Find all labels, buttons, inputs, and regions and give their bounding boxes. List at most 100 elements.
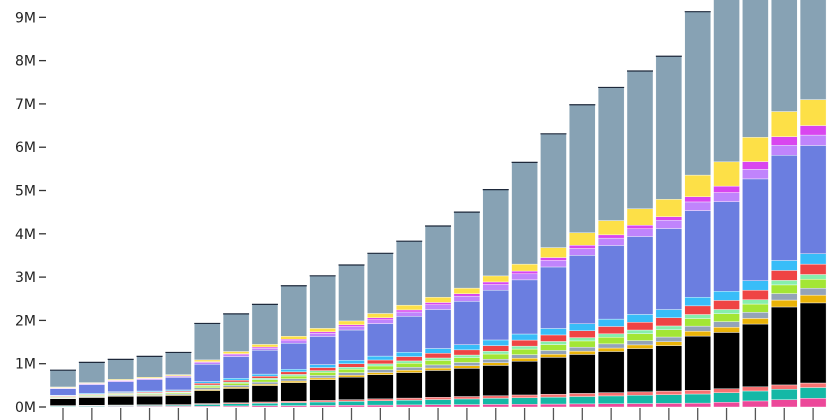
bar-segment-s15 [684,11,711,176]
bar-segment-s14 [424,297,452,303]
bar-segment-s13 [597,234,625,239]
bar-segment-s11 [78,384,106,394]
bar-segment-s12 [771,145,798,156]
bar-segment-s13 [424,302,452,305]
bar-segment-s5 [511,358,538,362]
bar-segment-s2 [222,403,250,407]
bar-segment-s1 [482,404,509,408]
bar-segment-s9 [684,305,711,315]
bar-segment-s8 [713,309,740,314]
bar-segment-s11 [338,329,365,361]
bar-segment-s9 [396,356,423,362]
bar-segment-s5 [569,350,596,355]
bar-segment-s14 [338,320,365,326]
bar-segment-s10 [626,314,654,323]
bar-segment-s11 [540,266,567,329]
bar-segment-s3 [771,384,798,390]
bar-segment-s11 [597,245,625,320]
bar-segment-s3 [569,393,596,397]
bar-segment-s10 [482,339,509,346]
bar-segment-s9 [742,289,769,300]
bar-stack [309,275,336,408]
bar-segment-s14 [396,304,423,311]
bar-segment-s3 [713,388,740,393]
bar-segment-s6 [684,325,711,332]
bar-segment-s10 [655,309,683,318]
bar-segment-s10 [424,348,452,354]
bar-segment-s8 [569,337,596,342]
bar-stack [338,264,365,408]
bar-segment-s12 [626,228,654,237]
bar-stack [367,252,394,408]
bar-segment-s4 [78,397,106,406]
x-axis [62,408,814,420]
bar-segment-s15 [136,356,163,378]
y-tick-label: 9M [15,10,36,26]
bar-segment-s9 [280,371,307,375]
bar-segment-s11 [49,388,77,396]
bar-segment-s7 [742,303,769,313]
bar-segment-s4 [482,365,509,396]
bar-segment-s15 [742,0,769,138]
bar-stack [482,189,509,408]
bar-segment-s5 [396,370,423,373]
bar-segment-s12 [655,220,683,229]
bar-segment-s15 [424,225,452,298]
bar-segment-s15 [251,304,279,345]
bar-segment-s1 [684,402,711,408]
bar-segment-s14 [194,359,221,362]
bar-segment-s14 [453,287,481,294]
bar-segment-s13 [569,245,596,249]
bar-stack [194,322,221,408]
bar-segment-s4 [424,370,452,398]
bar-segment-s15 [194,323,221,361]
bar-segment-s12 [799,134,827,146]
bar-stack [771,0,798,408]
bar-segment-s4 [396,372,423,399]
bar-segment-s15 [655,56,683,200]
bar-segment-s10 [222,378,250,381]
bar-segment-s5 [684,331,711,337]
bar-segment-s9 [367,359,394,365]
bar-segment-s4 [338,376,365,400]
bar-segment-s10 [367,355,394,361]
bar-segment-s2 [194,404,221,407]
bar-segment-s3 [309,400,336,403]
bar-stack [78,361,106,408]
bar-segment-s9 [222,379,250,383]
bar-segment-s3 [684,390,711,395]
bar-segment-s3 [799,382,827,388]
bar-segment-s13 [482,281,509,285]
bar-segment-s15 [367,253,394,314]
bar-segment-s2 [251,402,279,406]
bar-segment-s6 [655,336,683,342]
bar-segment-s5 [713,327,740,333]
y-tick-label: 7M [15,97,36,113]
bar-segment-s4 [194,390,221,404]
bar-segment-s7 [771,284,798,294]
bar-segment-s7 [367,365,394,370]
bar-segment-s8 [309,370,336,373]
bar-segment-s7 [511,348,538,355]
bar-segment-s6 [280,378,307,382]
bar-segment-s5 [626,344,654,349]
bar-segment-s4 [569,354,596,394]
bar-segment-s12 [453,295,481,302]
bar-segment-s11 [424,309,452,349]
bar-segment-s2 [713,392,740,403]
bar-segment-s3 [597,392,625,397]
bar-stack [569,104,596,408]
bar-segment-s8 [540,341,567,345]
bar-segment-s15 [511,162,538,265]
bar-segment-s1 [453,404,481,408]
bar-segment-s9 [713,300,740,310]
bar-segment-s8 [742,299,769,305]
bar-segment-s6 [569,346,596,352]
bar-segment-s14 [569,232,596,246]
bar-stack [136,355,163,408]
bar-segment-s4 [222,388,250,403]
bar-segment-s12 [194,362,221,365]
y-tick-label: 1M [15,357,36,373]
bar-segment-s8 [597,333,625,338]
